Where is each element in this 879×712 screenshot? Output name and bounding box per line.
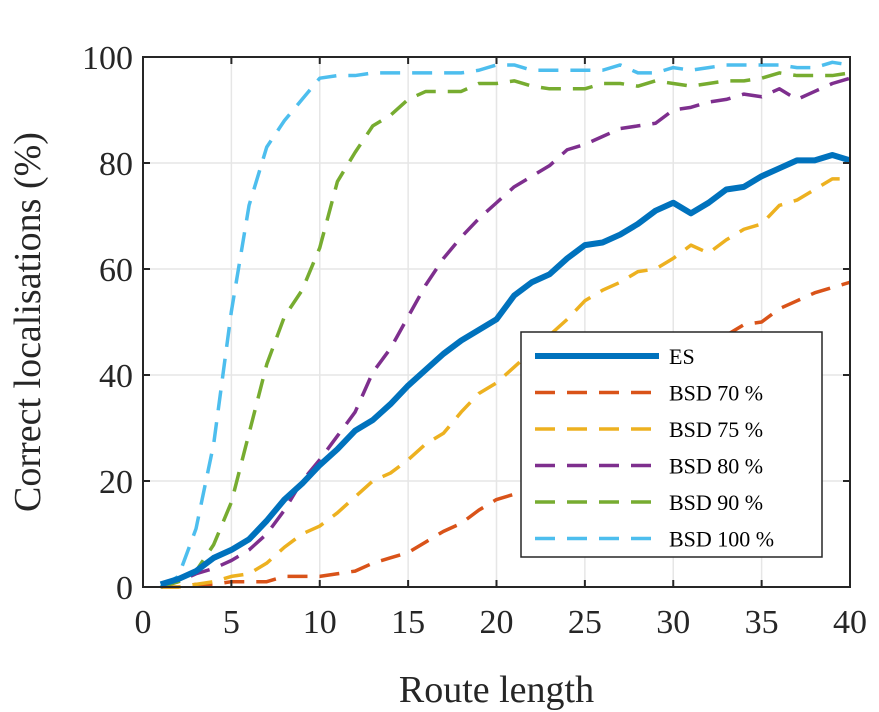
legend-label-bsd-100: BSD 100 %: [669, 527, 774, 552]
x-tick-label: 10: [303, 604, 337, 641]
x-tick-label: 15: [391, 604, 425, 641]
x-tick-label: 40: [833, 604, 867, 641]
series-line-bsd-75: [160, 177, 850, 589]
series-line-bsd-70: [160, 280, 851, 589]
legend-label-bsd-70: BSD 70 %: [669, 381, 763, 406]
series-line-es: [159, 152, 851, 588]
legend-label-bsd-75: BSD 75 %: [669, 417, 763, 442]
plot-lines: [159, 60, 851, 589]
x-tick-label: 30: [656, 604, 690, 641]
x-tick-label: 20: [480, 604, 514, 641]
y-tick-label: 60: [99, 252, 133, 289]
x-axis-label: Route length: [399, 669, 594, 711]
x-tick-label: 0: [135, 604, 152, 641]
legend-label-bsd-90: BSD 90 %: [669, 490, 763, 515]
x-tick-label: 35: [745, 604, 779, 641]
y-axis-label: Correct localisations (%): [7, 132, 49, 512]
axis-ticks: 0 5 10 15 20 25 30 35 40 0 20 40 60 80 100: [82, 40, 867, 641]
y-tick-label: 20: [99, 464, 133, 501]
x-tick-label: 5: [223, 604, 240, 641]
legend-label-bsd-80: BSD 80 %: [669, 454, 763, 479]
series-line-bsd-100: [159, 60, 851, 589]
x-tick-label: 25: [568, 604, 602, 641]
y-tick-label: 80: [99, 146, 133, 183]
y-tick-label: 40: [99, 358, 133, 395]
legend: ES BSD 70 % BSD 75 % BSD 80 % BSD 90 % BSD 10…: [520, 331, 823, 558]
series-line-bsd-80: [160, 76, 851, 589]
y-tick-label: 0: [116, 570, 133, 607]
series-line-bsd-90: [160, 71, 851, 589]
y-tick-label: 100: [82, 40, 133, 77]
legend-box: [520, 331, 823, 558]
legend-label-es: ES: [669, 344, 695, 369]
